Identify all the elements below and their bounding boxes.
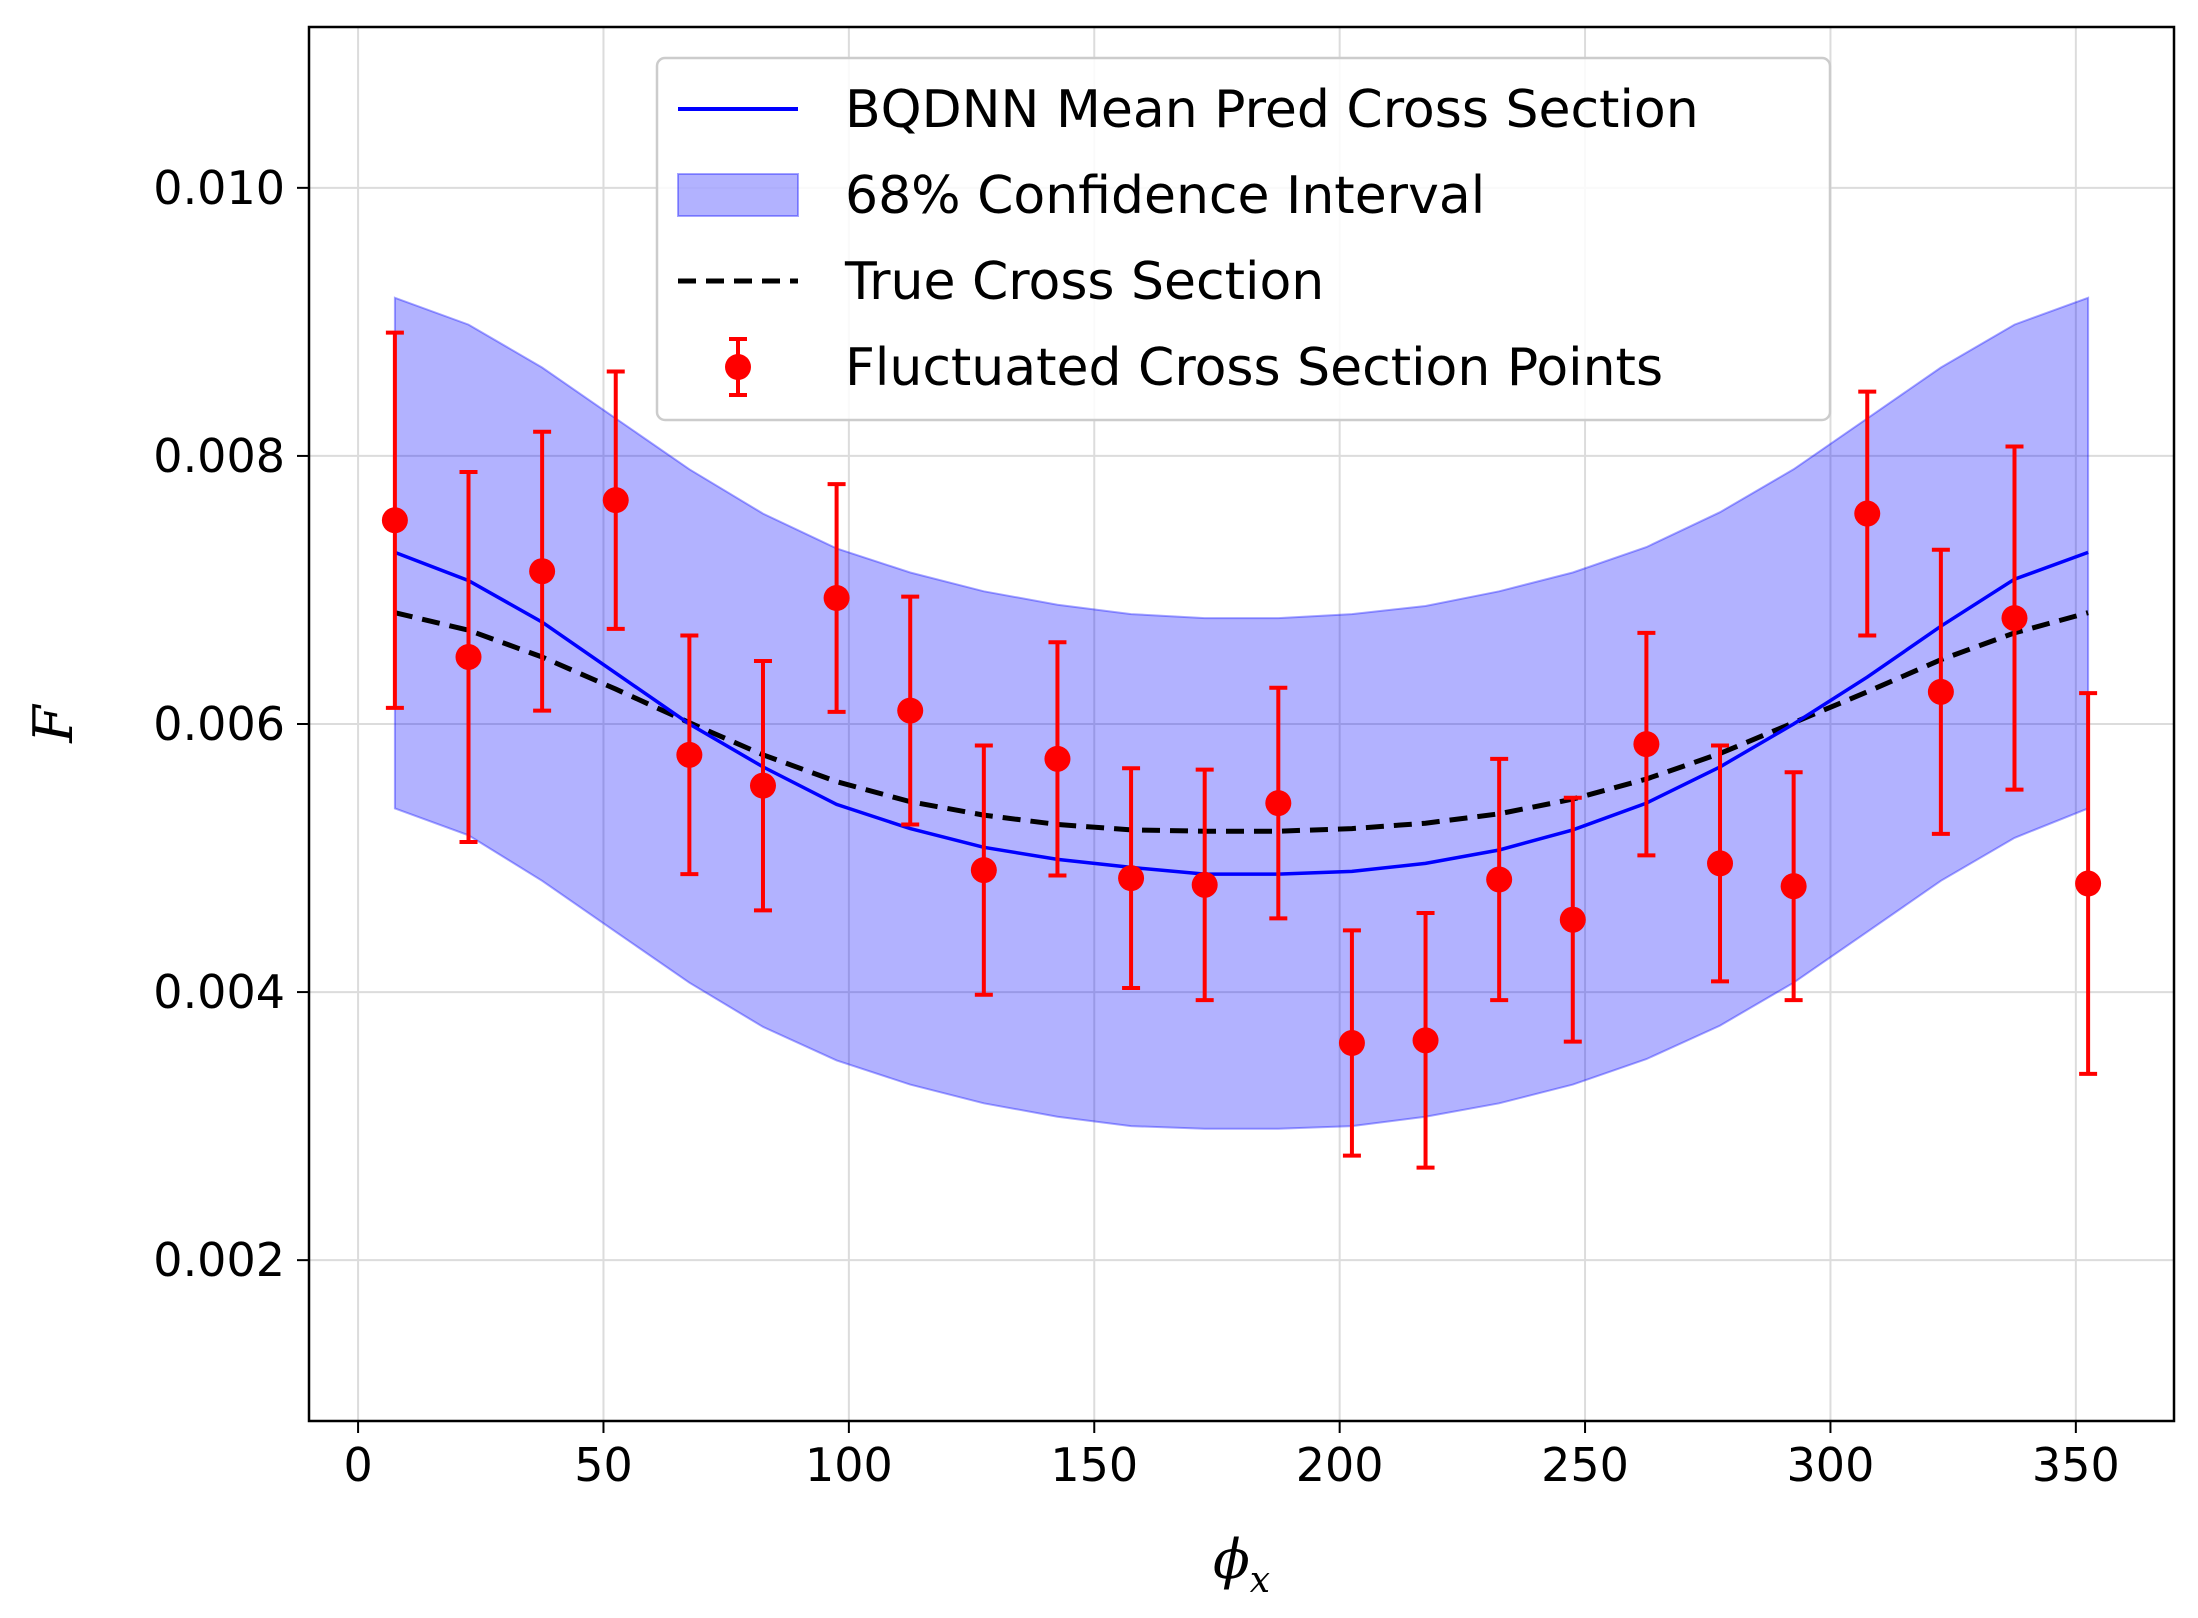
- confidence-band: [393, 296, 2090, 1130]
- legend-label: True Cross Section: [844, 252, 1324, 312]
- x-tick-label: 200: [1296, 1438, 1384, 1492]
- x-tick-label: 0: [343, 1438, 372, 1492]
- data-point: [1633, 630, 1660, 858]
- data-point: [602, 369, 629, 631]
- data-point: [2001, 444, 2028, 792]
- point-marker: [1486, 866, 1513, 893]
- y-tick-label: 0.008: [153, 429, 285, 483]
- point-marker: [381, 507, 408, 534]
- data-point: [970, 743, 997, 997]
- point-marker: [897, 697, 924, 724]
- point-marker: [1559, 906, 1586, 933]
- x-axis-label-sub: x: [1250, 1560, 1270, 1601]
- mean-prediction-line: [394, 550, 2089, 876]
- y-tick-label: 0.006: [153, 697, 285, 751]
- x-axis-ticks: 0 50 100 150 200 250 300 350: [343, 1421, 2120, 1492]
- data-point: [1265, 685, 1292, 921]
- point-marker: [1412, 1027, 1439, 1054]
- y-tick-label: 0.002: [153, 1233, 285, 1287]
- legend-item: 68% Confidence Interval: [677, 166, 1485, 226]
- legend-item: True Cross Section: [678, 252, 1324, 312]
- legend-items: BQDNN Mean Pred Cross Section 68% Confide…: [677, 80, 1699, 398]
- x-tick-label: 350: [2032, 1438, 2120, 1492]
- mean-prediction-layer: [394, 550, 2089, 876]
- point-marker: [1265, 790, 1292, 817]
- data-point: [1191, 767, 1218, 1003]
- point-marker: [1780, 873, 1807, 900]
- data-point: [749, 659, 776, 913]
- x-tick-label: 150: [1050, 1438, 1138, 1492]
- data-point: [381, 330, 408, 710]
- y-tick-label: 0.004: [153, 965, 285, 1019]
- point-marker: [1927, 678, 1954, 705]
- data-point: [1338, 928, 1365, 1158]
- point-marker: [970, 857, 997, 884]
- point-marker: [1707, 850, 1734, 877]
- y-axis-ticks: 0.002 0.004 0.006 0.008 0.010: [153, 161, 309, 1287]
- confidence-band-layer: [393, 296, 2090, 1130]
- point-marker: [455, 643, 482, 670]
- fluctuated-points-layer: [381, 330, 2102, 1170]
- x-tick-label: 250: [1541, 1438, 1629, 1492]
- point-marker: [1633, 731, 1660, 758]
- point-marker: [2001, 605, 2028, 632]
- legend-label: BQDNN Mean Pred Cross Section: [845, 80, 1699, 140]
- point-marker: [749, 772, 776, 799]
- legend-box: [655, 56, 1832, 422]
- point-marker: [676, 741, 703, 768]
- data-point: [897, 594, 924, 827]
- point-marker: [1118, 865, 1145, 892]
- point-marker: [1191, 871, 1218, 898]
- legend-item: BQDNN Mean Pred Cross Section: [678, 80, 1699, 140]
- data-point: [529, 429, 556, 713]
- data-point: [1927, 547, 1954, 836]
- data-point: [1118, 766, 1145, 991]
- legend: BQDNN Mean Pred Cross Section 68% Confide…: [655, 56, 1832, 422]
- legend-label: Fluctuated Cross Section Points: [845, 338, 1663, 398]
- point-marker: [823, 585, 850, 612]
- data-point: [1780, 770, 1807, 1003]
- y-tick-label: 0.010: [153, 161, 285, 215]
- data-point: [1486, 756, 1513, 1003]
- x-tick-label: 300: [1787, 1438, 1875, 1492]
- data-point: [1412, 910, 1439, 1170]
- legend-handle-marker: [725, 354, 751, 380]
- x-axis-label-base: ϕ: [1213, 1528, 1250, 1591]
- x-axis-label: ϕx: [1213, 1528, 1270, 1601]
- data-point: [1707, 743, 1734, 984]
- data-point: [455, 470, 482, 844]
- x-tick-label: 50: [574, 1438, 633, 1492]
- legend-label: 68% Confidence Interval: [845, 166, 1485, 226]
- x-tick-label: 100: [805, 1438, 893, 1492]
- y-axis-label: F: [22, 703, 85, 744]
- data-point: [1559, 795, 1586, 1044]
- data-point: [1044, 640, 1071, 878]
- point-marker: [2075, 870, 2102, 897]
- data-point: [676, 633, 703, 877]
- point-marker: [1044, 745, 1071, 772]
- point-marker: [529, 558, 556, 585]
- legend-item: Fluctuated Cross Section Points: [725, 337, 1663, 398]
- legend-handle-patch: [677, 173, 799, 217]
- point-marker: [1854, 500, 1881, 527]
- data-point: [2075, 691, 2102, 1076]
- point-marker: [1338, 1030, 1365, 1057]
- data-point: [823, 482, 850, 714]
- data-point: [1854, 389, 1881, 638]
- point-marker: [602, 487, 629, 514]
